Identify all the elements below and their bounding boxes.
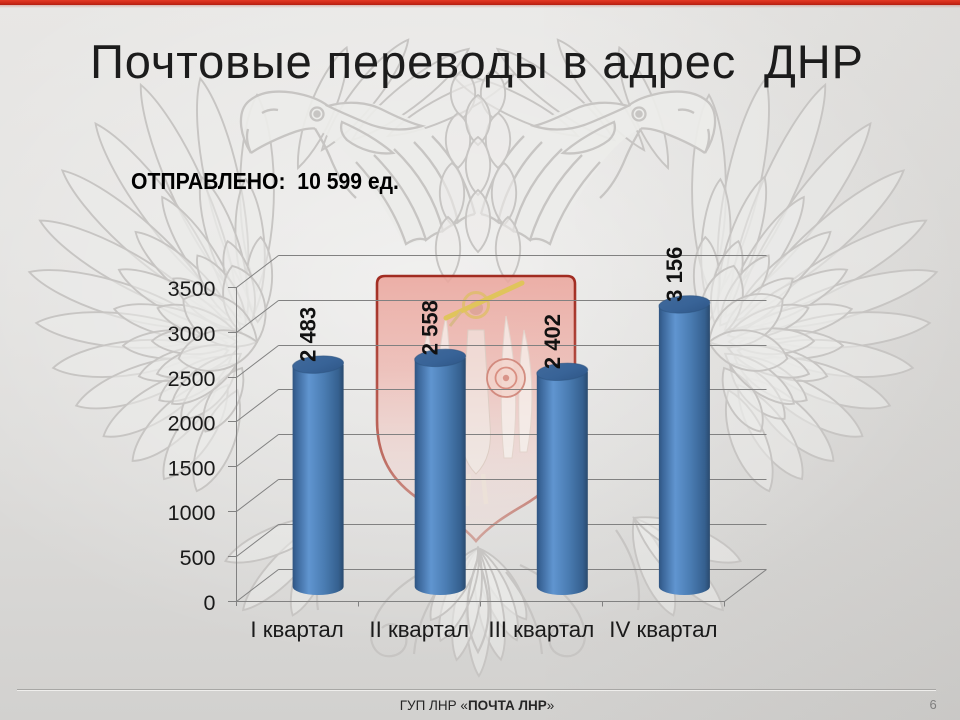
svg-text:2000: 2000 <box>168 412 216 436</box>
svg-text:2 402: 2 402 <box>540 314 565 369</box>
svg-text:3000: 3000 <box>168 322 216 346</box>
svg-text:3500: 3500 <box>168 277 216 301</box>
svg-text:3 156: 3 156 <box>662 247 687 302</box>
svg-text:III квартал: III квартал <box>488 617 594 642</box>
svg-text:2 558: 2 558 <box>418 300 443 355</box>
svg-text:1000: 1000 <box>168 501 216 525</box>
svg-text:I квартал: I квартал <box>250 617 343 642</box>
svg-text:500: 500 <box>180 546 216 570</box>
svg-text:1500: 1500 <box>168 456 216 480</box>
svg-text:2 483: 2 483 <box>296 307 321 362</box>
svg-text:2500: 2500 <box>168 367 216 391</box>
svg-text:II квартал: II квартал <box>369 617 469 642</box>
svg-text:0: 0 <box>204 591 216 615</box>
svg-text:IV квартал: IV квартал <box>609 617 717 642</box>
